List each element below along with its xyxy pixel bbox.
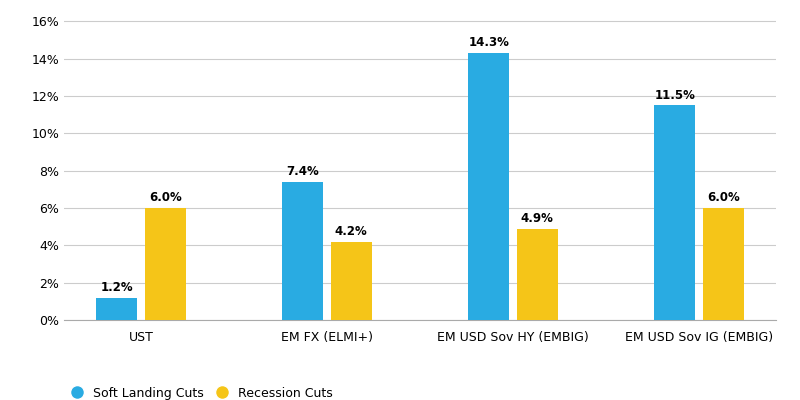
Text: 6.0%: 6.0% [707,191,739,204]
Bar [282,182,323,320]
Bar [96,298,138,320]
Bar [702,208,744,320]
Text: 6.0%: 6.0% [149,191,182,204]
Text: 7.4%: 7.4% [286,165,319,178]
Text: 1.2%: 1.2% [101,281,133,294]
Text: 4.9%: 4.9% [521,212,554,225]
Text: 11.5%: 11.5% [654,88,695,102]
Bar [330,242,372,320]
Text: 4.2%: 4.2% [335,225,367,238]
Bar [654,105,695,320]
Bar [468,53,510,320]
Legend: Soft Landing Cuts, Recession Cuts: Soft Landing Cuts, Recession Cuts [70,387,334,400]
Bar [145,208,186,320]
Text: 14.3%: 14.3% [468,36,510,49]
Bar [517,228,558,320]
